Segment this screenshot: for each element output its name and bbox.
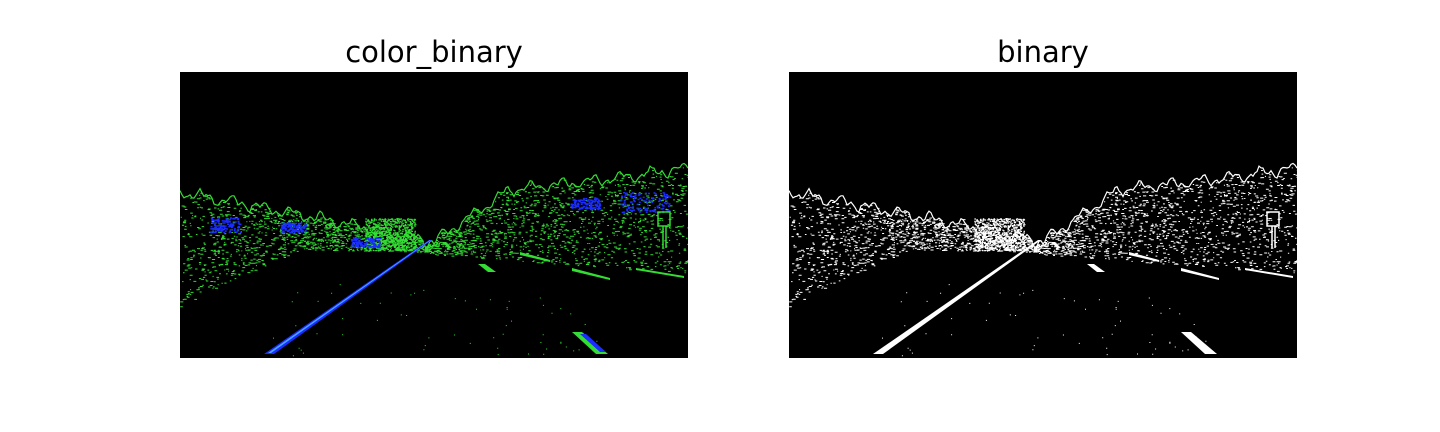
panel-title-color-binary: color_binary [345,35,523,69]
binary-image [789,72,1297,358]
panel-title-binary: binary [997,35,1089,69]
color-binary-image [180,72,688,358]
